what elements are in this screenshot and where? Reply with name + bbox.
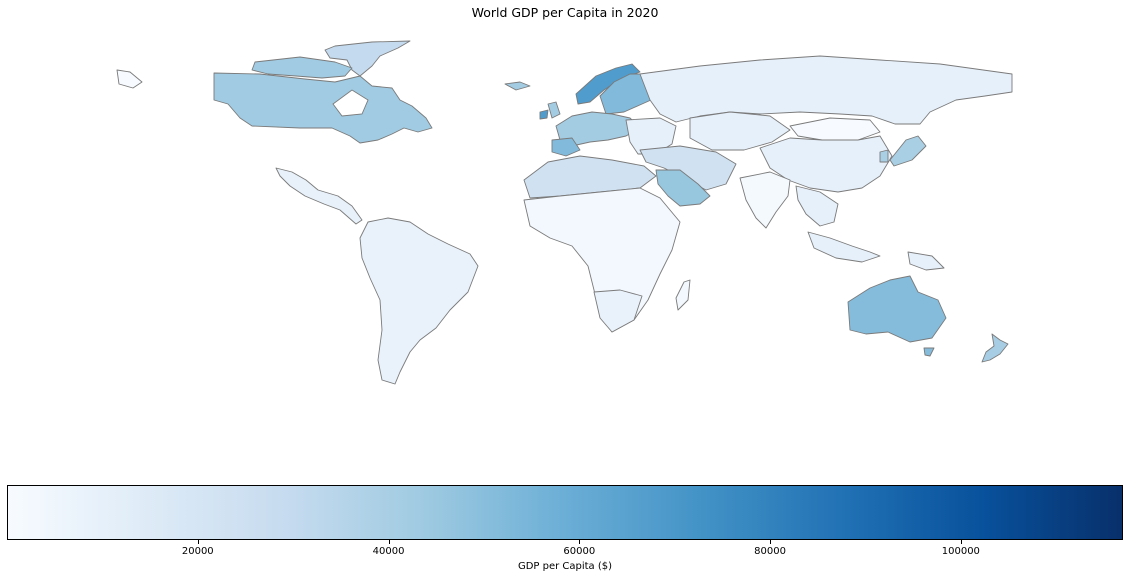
- region-australia: [847, 275, 947, 343]
- region-southeast-asia: [795, 185, 839, 227]
- region-southern-africa: [593, 289, 643, 333]
- region-central-asia: [689, 111, 791, 151]
- region-india: [739, 171, 791, 229]
- region-south-america: [359, 217, 479, 385]
- region-canada-islands: [251, 56, 353, 79]
- region-mexico: [275, 167, 363, 225]
- region-russia: [639, 55, 1013, 125]
- region-indonesia: [807, 231, 881, 263]
- region-new-zealand: [981, 333, 1009, 363]
- colorbar-tick-label: 80000: [754, 546, 786, 557]
- world-map: [116, 40, 1013, 385]
- colorbar: [7, 485, 1123, 540]
- colorbar-tick-label: 100000: [941, 546, 980, 557]
- colorbar-tick: [770, 540, 772, 544]
- region-saudi-arabia: [655, 169, 711, 207]
- region-canada: [213, 72, 433, 144]
- colorbar-tick: [388, 540, 390, 544]
- region-greenland: [324, 40, 411, 77]
- colorbar-tick: [960, 540, 962, 544]
- region-tasmania: [923, 347, 935, 357]
- region-korea: [879, 149, 889, 163]
- region-uk: [547, 101, 561, 119]
- map-title: World GDP per Capita in 2020: [471, 5, 659, 20]
- colorbar-tick-label: 20000: [181, 546, 214, 557]
- colorbar-tick-label: 60000: [563, 546, 596, 557]
- colorbar-gradient: [8, 486, 1122, 539]
- colorbar-tick: [579, 540, 581, 544]
- region-middle-east: [639, 145, 737, 191]
- region-mongolia: [789, 117, 881, 141]
- region-japan: [889, 135, 927, 167]
- region-ireland: [539, 109, 549, 120]
- region-iberia: [551, 137, 581, 157]
- region-new-guinea: [907, 251, 945, 271]
- region-alaska: [116, 69, 143, 89]
- colorbar-label: GDP per Capita ($): [517, 561, 613, 572]
- colorbar-tick: [197, 540, 199, 544]
- colorbar-tick-label: 40000: [372, 546, 405, 557]
- region-madagascar: [675, 279, 691, 311]
- region-iceland: [504, 81, 531, 91]
